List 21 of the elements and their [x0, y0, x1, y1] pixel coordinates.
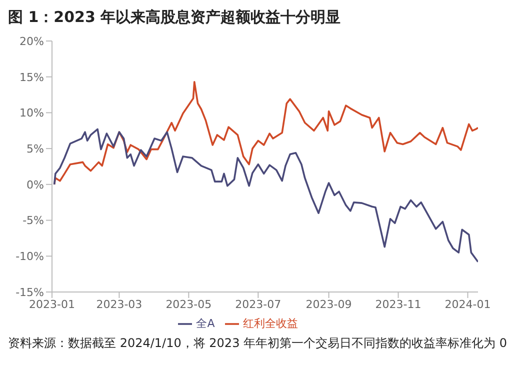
- text: 资料来源：数据截至 2024/1/10，将 2023 年年初第一个交易日不同指数的收益率标准化为 0: [8, 335, 508, 352]
- y-tick-label: 20%: [20, 34, 44, 48]
- legend-label: 全A: [196, 317, 215, 330]
- y-tick-label: 5%: [26, 142, 44, 156]
- y-tick-label: 15%: [20, 70, 44, 84]
- line-series: [53, 80, 478, 186]
- y-tick-label: -15%: [16, 286, 44, 299]
- y-tick-label: -5%: [22, 214, 44, 228]
- y-tick-label: 10%: [20, 106, 44, 120]
- legend-label: 红利全收益: [242, 317, 298, 330]
- chart-title: 图 1：2023 年以来高股息资产超额收益十分明显: [8, 8, 342, 27]
- y-tick-label: 0%: [26, 178, 44, 192]
- x-tick-label: 2023-03: [96, 298, 142, 311]
- x-tick-label: 2023-05: [166, 298, 212, 311]
- x-tick-label: 2023-11: [375, 298, 422, 311]
- line-series: [53, 128, 478, 263]
- x-tick-label: 2023-09: [306, 298, 352, 311]
- x-tick-label: 2023-01: [29, 298, 75, 311]
- y-tick-label: -10%: [16, 250, 44, 264]
- x-tick-label: 2024-01: [444, 298, 491, 311]
- x-tick-label: 2023-07: [235, 298, 282, 311]
